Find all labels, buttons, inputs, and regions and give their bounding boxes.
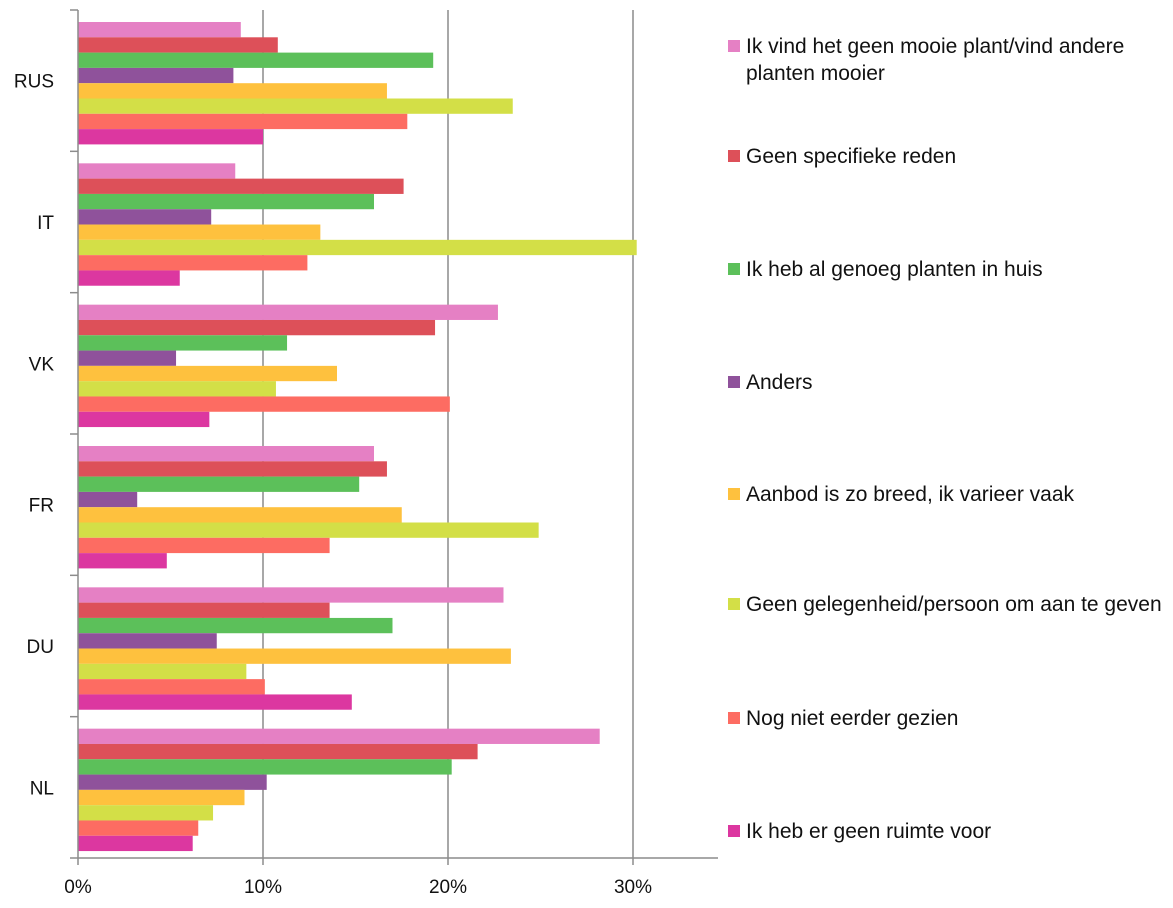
bar-it-series-8 — [78, 270, 180, 286]
legend-item: Ik heb er geen ruimte voor — [728, 818, 1168, 845]
bars — [78, 22, 637, 852]
bar-nl-series-3 — [78, 759, 452, 775]
bar-vk-series-4 — [78, 350, 177, 366]
bar-vk-series-8 — [78, 411, 210, 428]
legend-swatch — [728, 376, 740, 388]
x-tick-label: 30% — [614, 877, 652, 898]
legend-label: Geen gelegenheid/persoon om aan te geven — [746, 593, 1162, 616]
bar-chart: 0% 10% 20% 30% RUS IT VK FR DU NL — [14, 9, 718, 898]
legend-label: Ik heb er geen ruimte voor — [746, 820, 992, 843]
bar-fr-series-4 — [78, 491, 138, 508]
category-label-nl: NL — [30, 778, 54, 799]
bar-rus-series-6 — [78, 98, 513, 114]
category-label-vk: VK — [29, 354, 55, 375]
bar-du-series-7 — [78, 679, 265, 695]
legend-item: Ik vind het geen mooie plant/vind andere… — [728, 33, 1168, 87]
bar-nl-series-2 — [78, 743, 478, 760]
legend-item: Nog niet eerder gezien — [728, 705, 1168, 732]
bar-du-series-2 — [78, 602, 330, 618]
bar-vk-series-3 — [78, 335, 288, 351]
legend-item: Geen gelegenheid/persoon om aan te geven — [728, 591, 1168, 618]
legend-swatch — [728, 598, 740, 610]
legend-swatch — [728, 263, 740, 275]
legend-swatch — [728, 40, 740, 52]
legend-item: Anders — [728, 369, 1168, 396]
bar-du-series-6 — [78, 663, 247, 680]
bar-it-series-6 — [78, 239, 637, 256]
bar-vk-series-1 — [78, 304, 498, 320]
bar-fr-series-5 — [78, 507, 402, 523]
bar-nl-series-8 — [78, 835, 193, 852]
axis-labels: 0% 10% 20% 30% RUS IT VK FR DU NL — [14, 72, 652, 898]
legend-label: Ik heb al genoeg planten in huis — [746, 258, 1043, 281]
bar-it-series-5 — [78, 224, 321, 240]
bar-nl-series-4 — [78, 774, 267, 790]
x-tick-label: 0% — [64, 877, 92, 898]
bar-it-series-1 — [78, 163, 236, 179]
bar-vk-series-5 — [78, 365, 337, 382]
bar-rus-series-5 — [78, 83, 387, 99]
legend-label: Nog niet eerder gezien — [746, 707, 959, 730]
bar-du-series-1 — [78, 587, 504, 603]
legend-item: Geen specifieke reden — [728, 143, 1168, 170]
legend-item: Aanbod is zo breed, ik varieer vaak — [728, 481, 1168, 508]
x-tick-label: 10% — [244, 877, 282, 898]
bar-fr-series-6 — [78, 522, 539, 538]
category-label-rus: RUS — [14, 72, 54, 93]
legend-swatch — [728, 150, 740, 162]
legend-label: Geen specifieke reden — [746, 145, 957, 168]
legend-swatch — [728, 488, 740, 500]
axes — [70, 9, 718, 865]
bar-rus-series-3 — [78, 52, 434, 68]
bar-rus-series-2 — [78, 37, 278, 53]
bar-fr-series-8 — [78, 553, 167, 569]
bar-it-series-4 — [78, 209, 212, 225]
bar-nl-series-1 — [78, 728, 600, 744]
bar-du-series-8 — [78, 694, 352, 710]
bar-nl-series-5 — [78, 789, 245, 806]
bar-du-series-4 — [78, 633, 217, 649]
category-label-fr: FR — [29, 496, 54, 517]
bar-fr-series-2 — [78, 461, 387, 477]
legend-swatch — [728, 712, 740, 724]
bar-nl-series-7 — [78, 820, 199, 836]
bar-fr-series-1 — [78, 446, 374, 462]
legend-label: Anders — [746, 371, 813, 394]
gridlines — [262, 10, 634, 858]
bar-rus-series-4 — [78, 67, 234, 84]
bar-rus-series-7 — [78, 113, 408, 130]
bar-du-series-3 — [78, 617, 393, 634]
x-tick-label: 20% — [429, 877, 467, 898]
bar-vk-series-2 — [78, 319, 436, 336]
bar-nl-series-6 — [78, 805, 214, 821]
legend-label: Ik vind het geen mooie plant/vind andere… — [746, 35, 1125, 85]
bar-rus-series-8 — [78, 129, 263, 145]
bar-it-series-3 — [78, 193, 374, 210]
bar-fr-series-3 — [78, 476, 360, 492]
bar-it-series-2 — [78, 178, 404, 194]
legend-swatch — [728, 825, 740, 837]
category-label-du: DU — [27, 637, 54, 658]
legend-label: Aanbod is zo breed, ik varieer vaak — [746, 483, 1075, 506]
bar-it-series-7 — [78, 255, 308, 271]
legend-item: Ik heb al genoeg planten in huis — [728, 256, 1168, 283]
bar-du-series-5 — [78, 648, 511, 664]
category-label-it: IT — [37, 213, 54, 234]
bar-vk-series-7 — [78, 396, 450, 412]
bar-rus-series-1 — [78, 22, 241, 38]
bar-fr-series-7 — [78, 537, 330, 554]
bar-vk-series-6 — [78, 381, 276, 397]
